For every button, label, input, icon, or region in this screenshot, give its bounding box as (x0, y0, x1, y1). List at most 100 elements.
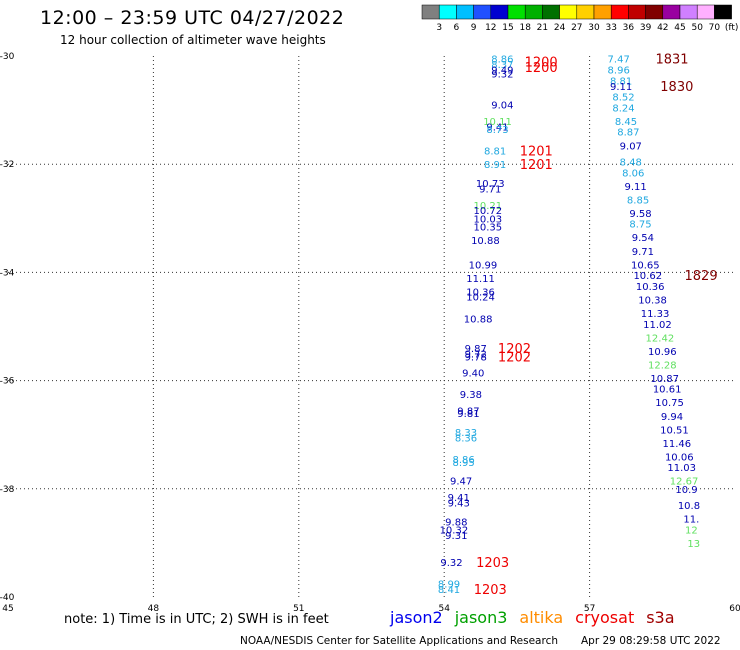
wave-height-label: 11.03 (667, 463, 696, 474)
colorbar-swatch (610, 4, 629, 20)
wave-height-label: 10.11 (483, 117, 512, 128)
colorbar-swatch (456, 4, 474, 20)
legend-s3a: s3a (646, 608, 675, 627)
wave-height-label: 10.36 (466, 287, 495, 298)
wave-height-label: 9.04 (491, 101, 513, 112)
wave-height-label: 9.32 (440, 558, 462, 569)
wave-height-label: 11. (683, 515, 699, 526)
wave-height-label: 9.58 (629, 209, 651, 220)
wave-height-label: 8.45 (615, 117, 637, 128)
wave-height-label: 8.48 (620, 157, 642, 168)
footer-note: note: 1) Time is in UTC; 2) SWH is in fe… (64, 612, 329, 627)
colorbar-swatch (679, 4, 698, 20)
time-label: 1200 (525, 55, 558, 70)
wave-height-label: 9.41 (448, 493, 470, 504)
wave-height-label: 10.24 (466, 293, 495, 304)
colorbar-swatch (645, 4, 664, 20)
y-tick-label: -40 (0, 593, 15, 603)
wave-height-label: 9.94 (661, 412, 683, 423)
wave-height-label: 10.35 (473, 222, 502, 233)
wave-height-label: 8.96 (608, 66, 630, 77)
x-tick-label: 51 (293, 604, 304, 614)
colorbar-tick-label: 21 (537, 23, 548, 33)
wave-height-label: 8.81 (610, 76, 632, 87)
y-tick-label: -32 (0, 160, 14, 170)
wave-height-label: 10.88 (464, 314, 493, 325)
wave-height-label: 10.72 (473, 206, 502, 217)
legend-altika: altika (519, 608, 564, 627)
x-tick-label: 54 (438, 604, 450, 614)
wave-height-label: 9.47 (450, 477, 472, 488)
legend-jason3: jason3 (454, 608, 508, 627)
wave-height-label: 8.73 (486, 125, 508, 136)
wave-height-label: 10.32 (440, 525, 469, 536)
wave-height-label: 10.9 (675, 485, 697, 496)
colorbar-swatch (696, 4, 715, 20)
colorbar-tick-label: 18 (519, 23, 531, 33)
wave-height-label: 10.88 (471, 236, 500, 247)
colorbar-swatch (576, 4, 595, 20)
time-label: 1203 (476, 556, 509, 571)
wave-height-label: 11.46 (663, 439, 692, 450)
x-tick-label: 60 (729, 604, 740, 614)
colorbar-swatch (524, 4, 543, 20)
wave-height-label: 10.62 (633, 271, 662, 282)
wave-height-label: 10.8 (678, 501, 700, 512)
chart-subtitle: 12 hour collection of altimeter wave hei… (60, 33, 326, 47)
x-tick-label: 48 (148, 604, 160, 614)
wave-height-label: 12.42 (646, 333, 675, 344)
wave-height-label: 9.54 (632, 233, 654, 244)
colorbar-tick-label: 45 (674, 23, 685, 33)
wave-height-label: 12 (685, 525, 698, 536)
colorbar-tick-label: 27 (571, 23, 582, 33)
wave-height-label: 10.73 (476, 179, 505, 190)
wave-height-label: 8.87 (617, 128, 639, 139)
wave-height-label: 9.81 (457, 409, 479, 420)
wave-height-label: 8.33 (455, 428, 477, 439)
wave-height-label: 11.33 (641, 309, 670, 320)
wave-height-label: 9.11 (625, 182, 647, 193)
colorbar-swatch (628, 4, 646, 20)
colorbar-tick-label: 9 (471, 23, 477, 33)
colorbar-swatch (714, 4, 732, 20)
wave-height-label: 10.75 (655, 398, 684, 409)
wave-height-label: 9.87 (457, 406, 479, 417)
colorbar-tick-label: 24 (554, 23, 566, 33)
colorbar-tick-label: 33 (605, 23, 616, 33)
wave-height-label: 9.88 (445, 517, 467, 528)
colorbar-tick-label: 12 (485, 23, 496, 33)
colorbar-tick-label: 42 (657, 23, 668, 33)
wave-height-label: 10.21 (473, 201, 502, 212)
wave-height-label: 10.61 (653, 385, 682, 396)
x-tick-label: 45 (2, 604, 13, 614)
wave-height-label: 10.06 (665, 452, 694, 463)
wave-height-label: 8.75 (629, 220, 651, 231)
wave-height-label: 10.96 (648, 347, 677, 358)
colorbar-tick-label: 3 (436, 23, 442, 33)
wave-height-label: 8.99 (438, 579, 460, 590)
wave-height-label: 8.86 (491, 55, 513, 66)
wave-height-label: 11.02 (643, 320, 672, 331)
wave-height-label: 10.36 (636, 282, 665, 293)
wave-height-label: 10.38 (638, 295, 667, 306)
y-tick-label: -38 (0, 485, 15, 495)
wave-height-label: 9.49 (491, 66, 513, 77)
wave-height-label: 10.87 (650, 374, 679, 385)
colorbar-swatch (438, 4, 457, 20)
satellite-legend: jason2 jason3 altika cryosat s3a (390, 608, 687, 627)
time-label: 1201 (520, 158, 553, 173)
wave-height-label: 9.43 (448, 498, 470, 509)
time-label: 1201 (520, 145, 553, 160)
wave-height-label: 9.78 (465, 352, 487, 363)
wave-height-label: 9.07 (620, 141, 642, 152)
time-label: 1202 (498, 342, 531, 357)
time-label: 1202 (498, 350, 531, 365)
wave-height-label: 8.41 (438, 585, 460, 596)
footer-timestamp: Apr 29 08:29:58 UTC 2022 (581, 635, 721, 647)
wave-height-label: 9.72 (465, 350, 487, 361)
wave-height-label: 8.36 (455, 433, 477, 444)
wave-height-label: 8.24 (612, 103, 634, 114)
wave-height-label: 13 (687, 539, 700, 550)
footer-credit: NOAA/NESDIS Center for Satellite Applica… (240, 635, 558, 647)
colorbar-tick-label: 70 (709, 23, 721, 33)
